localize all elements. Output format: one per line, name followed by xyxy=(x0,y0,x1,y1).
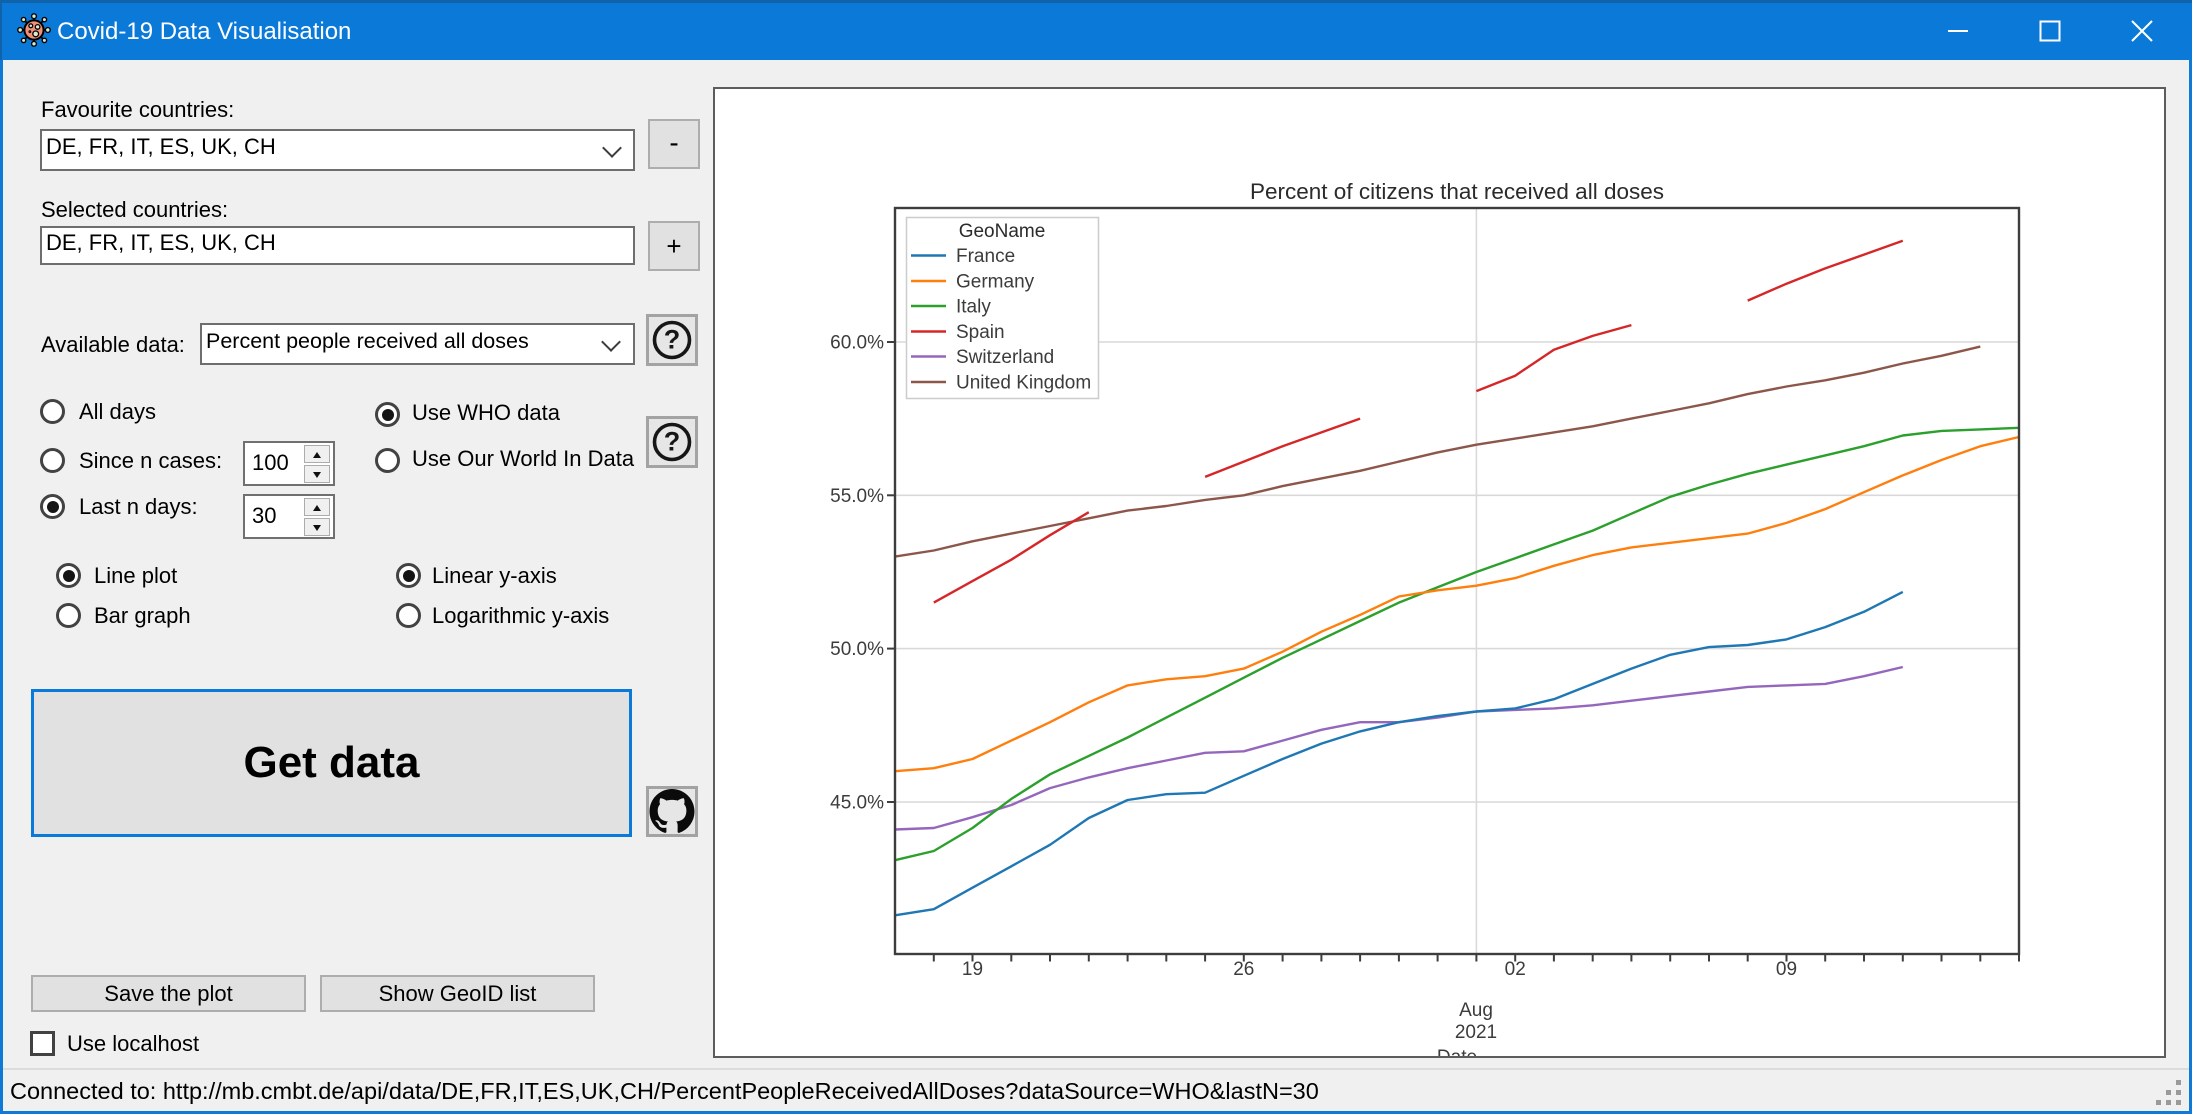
svg-text:?: ? xyxy=(664,427,681,457)
svg-text:60.0%: 60.0% xyxy=(830,333,884,354)
svg-text:Italy: Italy xyxy=(956,297,991,318)
svg-text:United Kingdom: United Kingdom xyxy=(956,373,1091,394)
svg-text:Date: Date xyxy=(1437,1047,1477,1056)
svg-text:Spain: Spain xyxy=(956,322,1005,343)
svg-text:19: 19 xyxy=(962,959,983,980)
svg-text:09: 09 xyxy=(1776,959,1797,980)
svg-text:Germany: Germany xyxy=(956,272,1035,293)
svg-text:02: 02 xyxy=(1505,959,1526,980)
svg-text:?: ? xyxy=(664,325,681,355)
svg-text:France: France xyxy=(956,246,1015,267)
svg-text:55.0%: 55.0% xyxy=(830,486,884,507)
svg-text:2021: 2021 xyxy=(1455,1022,1497,1043)
svg-text:Aug: Aug xyxy=(1459,1000,1493,1021)
svg-text:26: 26 xyxy=(1233,959,1254,980)
svg-text:50.0%: 50.0% xyxy=(830,639,884,660)
svg-text:Switzerland: Switzerland xyxy=(956,347,1054,368)
svg-text:Percent of citizens that recei: Percent of citizens that received all do… xyxy=(1250,179,1664,204)
svg-text:45.0%: 45.0% xyxy=(830,793,884,814)
svg-text:GeoName: GeoName xyxy=(959,221,1046,242)
